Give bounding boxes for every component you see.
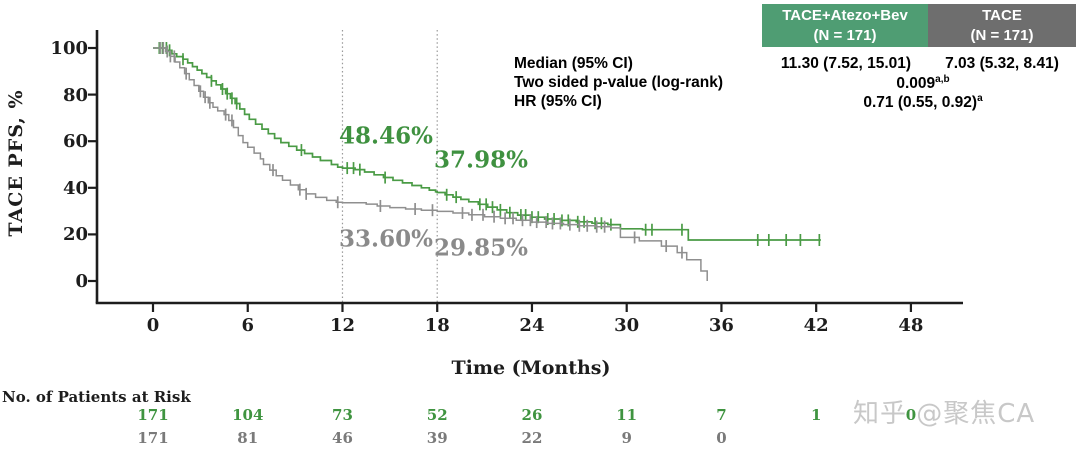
stats-header-control-arm: TACE (N = 171) [928, 4, 1076, 47]
risk-count-treatment: 7 [716, 406, 727, 424]
y-axis-title: TACE PFS, % [5, 89, 27, 237]
stats-header-treatment-arm: TACE+Atezo+Bev (N = 171) [762, 4, 928, 47]
risk-count-treatment: 26 [521, 406, 543, 424]
x-tick-label: 30 [614, 315, 640, 336]
median-row-label: Median (95% CI) [514, 55, 633, 72]
risk-count-treatment: 0 [905, 406, 917, 424]
hr-value: 0.71 (0.55, 0.92)a [770, 93, 1076, 112]
hr-row-label: HR (95% CI) [514, 93, 602, 110]
landmark-gray-18mo: 29.85% [434, 234, 528, 262]
y-tick-label: 100 [50, 38, 88, 59]
median-value-arm2: 7.03 (5.32, 8.41) [945, 55, 1059, 72]
x-tick-label: 12 [329, 315, 355, 336]
landmark-gray-12mo: 33.60% [339, 225, 433, 253]
x-tick-label: 42 [803, 315, 829, 336]
y-tick-label: 20 [62, 224, 88, 246]
x-axis-title: Time (Months) [451, 357, 611, 379]
arm1-n: (N = 171) [813, 27, 877, 44]
pvalue-value: 0.009a,b [770, 74, 1076, 93]
watermark: 知乎 @聚焦CA [853, 399, 1036, 429]
landmark-green-12mo: 48.46% [339, 122, 433, 150]
arm2-n: (N = 171) [970, 27, 1034, 44]
x-tick-label: 48 [898, 315, 924, 336]
y-tick-label: 80 [62, 84, 88, 106]
risk-count-control: 9 [621, 429, 632, 447]
y-tick-label: 60 [62, 131, 88, 153]
x-tick-label: 6 [241, 315, 254, 336]
risk-count-treatment: 104 [232, 406, 264, 424]
risk-count-control: 46 [332, 429, 353, 447]
y-tick-label: 0 [75, 271, 88, 292]
risk-count-control: 22 [521, 429, 543, 447]
y-tick-label: 40 [62, 177, 88, 199]
x-tick-label: 0 [146, 315, 160, 336]
pvalue-number: 0.009 [896, 75, 936, 93]
risk-count-treatment: 52 [426, 406, 448, 424]
pvalue-row-label: Two sided p-value (log-rank) [514, 74, 723, 91]
hr-number: 0.71 (0.55, 0.92) [863, 94, 978, 112]
arm1-name: TACE+Atezo+Bev [782, 7, 908, 24]
risk-count-control: 171 [137, 429, 169, 447]
risk-count-treatment: 73 [332, 406, 353, 424]
x-tick-label: 36 [708, 315, 734, 336]
risk-count-control: 81 [237, 429, 259, 447]
risk-count-treatment: 1 [810, 406, 822, 424]
hr-footnote-marker: a [977, 93, 983, 104]
x-tick-label: 18 [424, 315, 450, 336]
risk-count-control: 0 [716, 429, 727, 447]
arm2-name: TACE [982, 7, 1022, 24]
landmark-green-18mo: 37.98% [434, 146, 528, 174]
risk-count-control: 39 [426, 429, 448, 447]
risk-count-treatment: 11 [616, 406, 638, 424]
patients-at-risk-title: No. of Patients at Risk [2, 388, 191, 406]
risk-count-treatment: 171 [137, 406, 169, 424]
median-value-arm1: 11.30 (7.52, 15.01) [780, 55, 912, 72]
x-tick-label: 24 [519, 315, 545, 336]
pvalue-footnote-marker: a,b [935, 74, 950, 85]
